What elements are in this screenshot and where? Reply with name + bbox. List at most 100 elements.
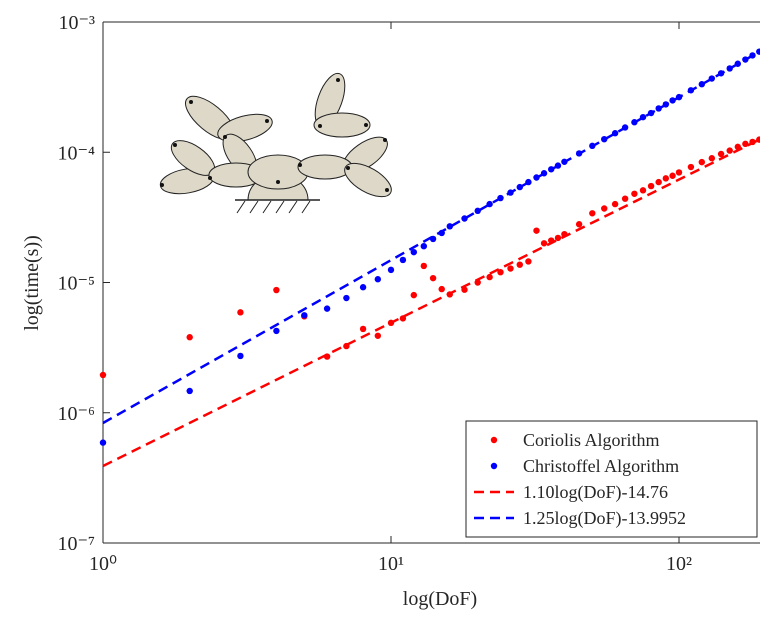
data-point	[461, 215, 468, 222]
legend-label: 1.25log(DoF)-13.9952	[523, 508, 686, 529]
data-point	[548, 237, 555, 244]
data-point	[554, 162, 562, 169]
data-point	[374, 332, 382, 339]
data-point	[399, 256, 407, 264]
x-tick-label: 10¹	[378, 553, 404, 575]
data-point	[601, 205, 608, 212]
data-point	[429, 274, 437, 282]
data-point	[540, 170, 548, 177]
data-point	[237, 309, 244, 316]
data-point	[756, 48, 760, 55]
fit-line	[102, 138, 760, 468]
data-point	[387, 319, 395, 327]
data-point	[631, 119, 638, 126]
data-point	[548, 166, 555, 173]
data-point	[655, 178, 662, 186]
legend-swatch	[490, 462, 498, 470]
data-point	[399, 315, 407, 322]
x-tick-label: 10⁰	[89, 553, 117, 575]
data-point	[420, 242, 428, 250]
legend-label: 1.10log(DoF)-14.76	[523, 482, 668, 503]
data-point	[186, 387, 193, 395]
data-point	[99, 439, 107, 446]
data-point	[698, 81, 706, 88]
data-point	[516, 261, 523, 268]
data-point	[374, 276, 382, 283]
y-tick-label: 10⁻³	[58, 12, 95, 34]
data-point	[717, 150, 725, 158]
data-point	[438, 285, 445, 293]
data-point	[631, 190, 638, 197]
plot-area	[99, 48, 760, 468]
data-point	[669, 97, 676, 104]
data-point	[662, 175, 670, 182]
data-point	[734, 143, 741, 151]
data-point	[655, 105, 662, 112]
data-point	[675, 169, 683, 176]
data-point	[359, 284, 367, 291]
data-point	[575, 150, 583, 157]
data-point	[611, 130, 619, 137]
data-point	[343, 342, 350, 350]
data-point	[749, 138, 756, 146]
data-point	[507, 265, 514, 272]
data-point	[698, 158, 706, 166]
y-tick-label: 10⁻⁴	[57, 142, 95, 164]
data-point	[621, 124, 629, 131]
data-point	[717, 70, 725, 77]
data-point	[561, 158, 568, 165]
data-point	[756, 136, 760, 143]
data-point	[516, 183, 523, 191]
data-point	[323, 353, 331, 360]
data-point	[647, 182, 655, 190]
data-point	[734, 60, 741, 67]
x-axis-label: log(DoF)	[403, 588, 477, 610]
data-point	[446, 223, 453, 230]
legend-label: Christoffel Algorithm	[523, 456, 679, 476]
data-point	[708, 155, 716, 162]
data-point	[99, 371, 107, 379]
x-tick-label: 10²	[666, 553, 692, 575]
data-point	[611, 200, 619, 208]
data-point	[554, 234, 562, 242]
y-tick-label: 10⁻⁵	[57, 273, 95, 295]
data-point	[749, 52, 756, 59]
data-point	[446, 291, 453, 298]
data-point	[687, 163, 695, 171]
data-point	[589, 142, 596, 150]
data-point	[486, 200, 493, 208]
data-point	[525, 258, 532, 265]
data-point	[533, 174, 540, 181]
data-point	[359, 325, 367, 333]
data-point	[589, 210, 596, 217]
data-point	[273, 286, 280, 294]
data-point	[669, 172, 676, 179]
data-point	[343, 294, 350, 302]
data-point	[639, 113, 647, 121]
data-point	[497, 194, 504, 202]
legend-label: Coriolis Algorithm	[523, 430, 660, 450]
data-point	[497, 268, 504, 276]
y-tick-label: 10⁻⁶	[57, 403, 95, 425]
y-tick-label: 10⁻⁷	[57, 533, 95, 555]
legend-swatch	[490, 436, 498, 444]
data-point	[438, 229, 445, 237]
data-point	[301, 312, 308, 319]
data-point	[726, 65, 733, 72]
legend-box	[465, 420, 758, 538]
data-point	[429, 235, 437, 243]
data-point	[561, 230, 568, 238]
data-point	[486, 273, 493, 281]
data-point	[540, 240, 548, 247]
data-point	[601, 135, 608, 143]
data-point	[742, 140, 749, 148]
data-point	[474, 207, 481, 215]
data-point	[323, 305, 331, 312]
data-point	[647, 109, 655, 117]
data-point	[461, 286, 468, 293]
y-axis-label: log(time(s))	[21, 235, 43, 331]
data-point	[687, 87, 695, 94]
data-point	[186, 334, 193, 341]
data-point	[387, 266, 395, 274]
